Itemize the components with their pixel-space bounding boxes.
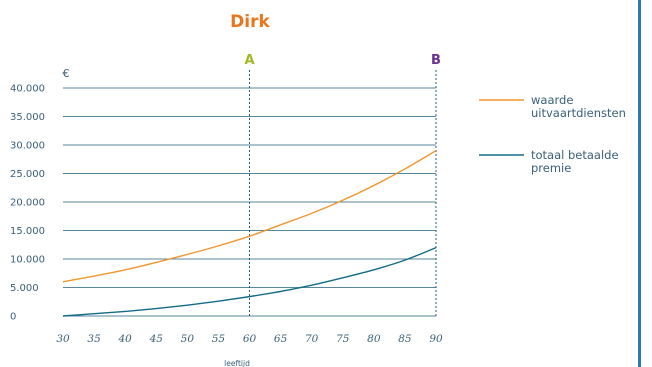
x-tick-label: 80 — [367, 333, 381, 345]
marker-label-b: B — [431, 53, 441, 68]
x-tick-label: 75 — [336, 333, 350, 345]
x-tick-label: 30 — [56, 333, 70, 345]
x-tick-label: 65 — [274, 333, 288, 345]
x-tick-label: 90 — [429, 333, 443, 345]
x-tick-label: 60 — [243, 333, 257, 345]
series-line-totaal-betaalde-premie — [62, 246, 437, 317]
x-tick-label: 50 — [181, 333, 195, 345]
x-axis-label: leeftijd — [224, 359, 250, 367]
legend-label: premie — [531, 161, 571, 175]
page-edge-rule — [638, 0, 641, 367]
y-tick-label: 25.000 — [10, 169, 45, 180]
x-tick-label: 85 — [398, 333, 412, 345]
legend-label: totaal betaalde — [531, 148, 619, 162]
y-tick-label: 35.000 — [10, 112, 45, 123]
marker-label-a: A — [244, 53, 254, 68]
y-tick-label: 40.000 — [10, 84, 45, 95]
y-tick-label: 10.000 — [10, 255, 45, 266]
y-tick-label: 20.000 — [10, 198, 45, 209]
x-tick-label: 55 — [212, 333, 226, 345]
series-line-waarde-uitvaartdiensten — [62, 150, 437, 283]
legend-label: waarde — [531, 93, 573, 107]
y-axis-label: € — [63, 67, 70, 80]
x-tick-label: 35 — [87, 333, 101, 345]
legend-label: uitvaartdiensten — [531, 106, 626, 120]
y-tick-label: 0 — [10, 312, 16, 323]
y-tick-label: 5.000 — [10, 283, 39, 294]
chart-title: Dirk — [230, 12, 270, 32]
x-tick-label: 45 — [149, 333, 164, 345]
x-tick-label: 40 — [117, 333, 132, 345]
x-tick-label: 70 — [305, 333, 319, 345]
y-tick-label: 30.000 — [10, 141, 45, 152]
y-tick-label: 15.000 — [10, 226, 45, 237]
